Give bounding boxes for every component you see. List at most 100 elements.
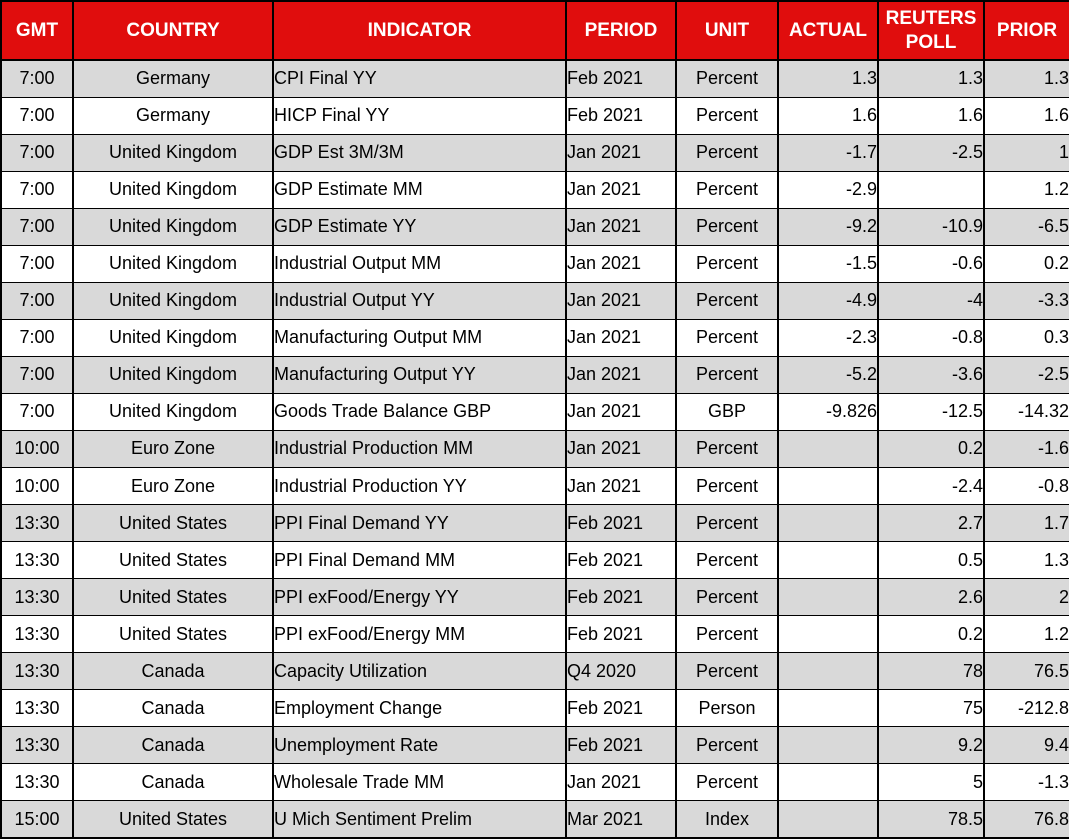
- cell-unit: Index: [675, 800, 779, 839]
- cell-country: United Kingdom: [72, 392, 274, 431]
- cell-country: Euro Zone: [72, 467, 274, 506]
- table-row: 7:00 United Kingdom Industrial Output YY Ja…: [0, 281, 1069, 320]
- cell-gmt: 7:00: [0, 133, 74, 172]
- cell-country: United States: [72, 800, 274, 839]
- cell-period: Feb 2021: [565, 689, 677, 728]
- table-row: 7:00 Germany HICP Final YY Feb 2021 Percent 1…: [0, 96, 1069, 135]
- column-header-prior: PRIOR: [983, 0, 1069, 61]
- cell-actual: [777, 578, 879, 617]
- cell-country: Canada: [72, 763, 274, 802]
- cell-indicator: Unemployment Rate: [272, 726, 567, 765]
- cell-indicator: Employment Change: [272, 689, 567, 728]
- table-row: 13:30 Canada Unemployment Rate Feb 2021 Perc…: [0, 726, 1069, 765]
- cell-indicator: Industrial Production MM: [272, 429, 567, 469]
- table-row: 10:00 Euro Zone Industrial Production MM Ja…: [0, 429, 1069, 469]
- cell-gmt: 15:00: [0, 800, 74, 839]
- cell-gmt: 7:00: [0, 281, 74, 320]
- cell-actual: [777, 726, 879, 765]
- cell-period: Feb 2021: [565, 504, 677, 543]
- cell-actual: [777, 541, 879, 580]
- cell-indicator: Wholesale Trade MM: [272, 763, 567, 802]
- cell-prior: 1.7: [983, 504, 1069, 543]
- cell-actual: -1.5: [777, 244, 879, 283]
- table-row: 13:30 Canada Capacity Utilization Q4 2020 Pe…: [0, 652, 1069, 691]
- cell-poll: -3.6: [877, 355, 985, 394]
- table-row: 7:00 United Kingdom GDP Est 3M/3M Jan 2021 P…: [0, 133, 1069, 172]
- cell-unit: Percent: [675, 541, 779, 580]
- cell-period: Jan 2021: [565, 392, 677, 431]
- cell-indicator: PPI Final Demand YY: [272, 504, 567, 543]
- cell-unit: Percent: [675, 467, 779, 506]
- cell-prior: 1.6: [983, 96, 1069, 135]
- cell-country: Germany: [72, 59, 274, 98]
- cell-gmt: 7:00: [0, 318, 74, 357]
- cell-poll: 5: [877, 763, 985, 802]
- cell-country: United States: [72, 578, 274, 617]
- column-header-unit: UNIT: [675, 0, 779, 61]
- cell-indicator: HICP Final YY: [272, 96, 567, 135]
- cell-unit: Percent: [675, 429, 779, 469]
- cell-period: Jan 2021: [565, 170, 677, 209]
- cell-gmt: 10:00: [0, 467, 74, 506]
- cell-country: Germany: [72, 96, 274, 135]
- cell-actual: [777, 689, 879, 728]
- cell-poll: 0.2: [877, 615, 985, 654]
- cell-prior: 1.2: [983, 170, 1069, 209]
- cell-prior: 76.8: [983, 800, 1069, 839]
- cell-actual: -2.3: [777, 318, 879, 357]
- column-header-gmt: GMT: [0, 0, 74, 61]
- table-row: 13:30 United States PPI Final Demand YY Feb…: [0, 504, 1069, 543]
- cell-actual: [777, 615, 879, 654]
- cell-unit: Percent: [675, 726, 779, 765]
- table-row: 7:00 United Kingdom Manufacturing Output M…: [0, 318, 1069, 357]
- cell-actual: [777, 429, 879, 469]
- cell-poll: 78.5: [877, 800, 985, 839]
- cell-gmt: 7:00: [0, 392, 74, 431]
- cell-country: United Kingdom: [72, 244, 274, 283]
- cell-gmt: 13:30: [0, 652, 74, 691]
- cell-prior: -14.32: [983, 392, 1069, 431]
- cell-period: Jan 2021: [565, 133, 677, 172]
- cell-prior: -6.5: [983, 207, 1069, 246]
- cell-unit: Percent: [675, 59, 779, 98]
- cell-indicator: PPI Final Demand MM: [272, 541, 567, 580]
- cell-prior: 0.2: [983, 244, 1069, 283]
- cell-prior: -1.6: [983, 429, 1069, 469]
- cell-unit: Person: [675, 689, 779, 728]
- cell-indicator: U Mich Sentiment Prelim: [272, 800, 567, 839]
- cell-country: Canada: [72, 726, 274, 765]
- cell-period: Jan 2021: [565, 355, 677, 394]
- cell-period: Mar 2021: [565, 800, 677, 839]
- table-body: 7:00 Germany CPI Final YY Feb 2021 Percent 1.…: [0, 59, 1069, 839]
- column-header-period: PERIOD: [565, 0, 677, 61]
- cell-unit: Percent: [675, 615, 779, 654]
- cell-gmt: 7:00: [0, 207, 74, 246]
- cell-prior: 9.4: [983, 726, 1069, 765]
- cell-indicator: Industrial Production YY: [272, 467, 567, 506]
- cell-gmt: 7:00: [0, 59, 74, 98]
- cell-actual: -5.2: [777, 355, 879, 394]
- cell-indicator: Capacity Utilization: [272, 652, 567, 691]
- cell-prior: 1.3: [983, 541, 1069, 580]
- cell-actual: -9.826: [777, 392, 879, 431]
- cell-gmt: 13:30: [0, 541, 74, 580]
- cell-actual: -4.9: [777, 281, 879, 320]
- cell-poll: -0.8: [877, 318, 985, 357]
- cell-period: Q4 2020: [565, 652, 677, 691]
- cell-prior: -2.5: [983, 355, 1069, 394]
- cell-actual: -1.7: [777, 133, 879, 172]
- cell-country: United Kingdom: [72, 207, 274, 246]
- cell-actual: [777, 800, 879, 839]
- cell-country: United States: [72, 615, 274, 654]
- cell-gmt: 13:30: [0, 726, 74, 765]
- cell-country: Canada: [72, 689, 274, 728]
- cell-poll: -2.4: [877, 467, 985, 506]
- cell-unit: Percent: [675, 96, 779, 135]
- table-row: 13:30 United States PPI exFood/Energy YY Fe…: [0, 578, 1069, 617]
- cell-poll: -0.6: [877, 244, 985, 283]
- cell-unit: Percent: [675, 244, 779, 283]
- cell-poll: -2.5: [877, 133, 985, 172]
- cell-country: United Kingdom: [72, 355, 274, 394]
- cell-period: Feb 2021: [565, 541, 677, 580]
- cell-poll: 75: [877, 689, 985, 728]
